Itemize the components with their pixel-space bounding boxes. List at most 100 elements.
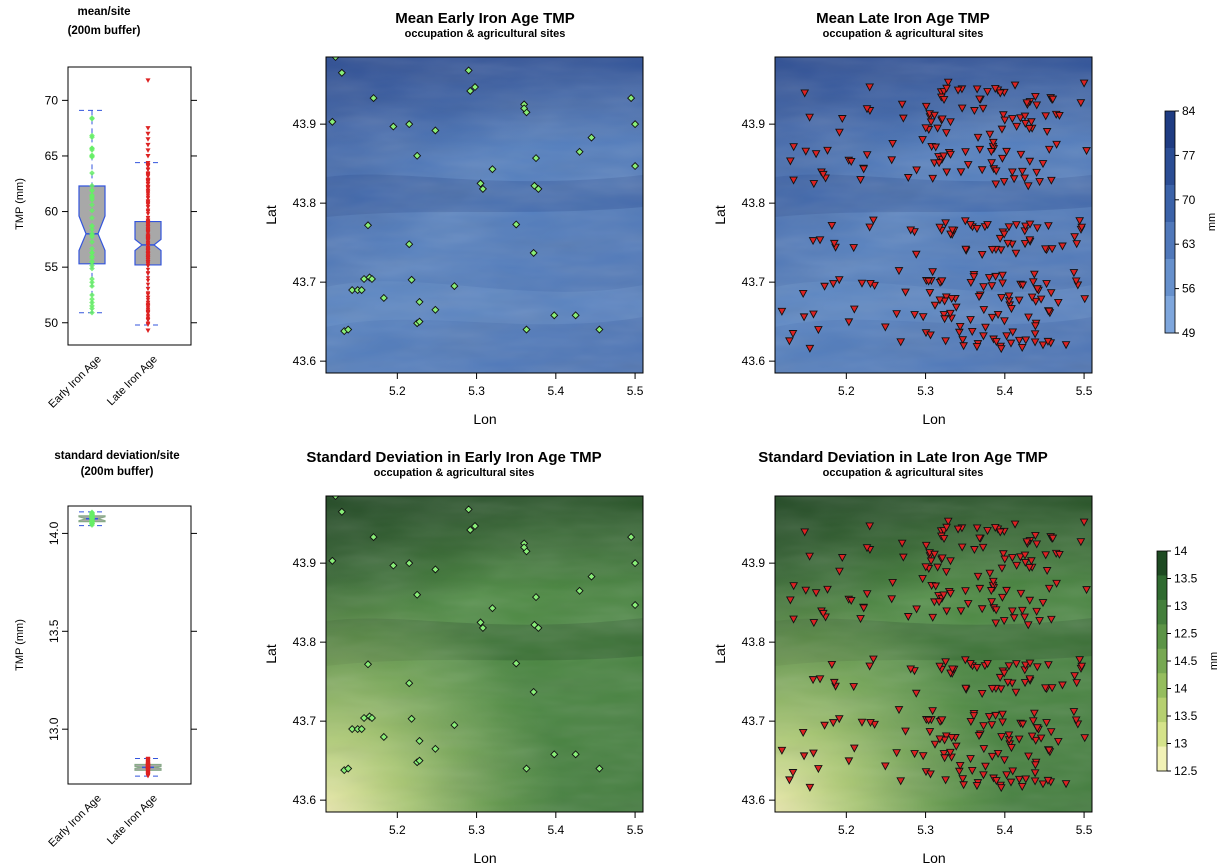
raster-hillshade — [775, 496, 1092, 812]
site-marker — [857, 279, 867, 288]
site-marker — [978, 543, 988, 552]
y-tick-label: 43.6 — [293, 354, 317, 368]
site-marker — [896, 777, 906, 786]
site-marker — [988, 577, 998, 586]
site-marker — [1069, 708, 1079, 717]
data-point — [89, 276, 95, 282]
site-marker — [811, 150, 821, 159]
x-tick-label: 5.3 — [917, 823, 934, 837]
box-panel-title: mean/site — [77, 6, 130, 18]
site-marker — [789, 176, 798, 185]
site-marker — [849, 744, 859, 753]
site-marker — [1008, 767, 1018, 776]
site-marker — [859, 165, 869, 174]
site-marker — [1046, 289, 1056, 298]
data-point — [89, 249, 95, 256]
site-marker — [1007, 168, 1017, 177]
site-marker — [1077, 662, 1087, 671]
site-marker — [1047, 684, 1057, 693]
x-category-label: Late Iron Age — [105, 792, 160, 847]
site-marker — [997, 564, 1007, 573]
site-marker — [431, 744, 440, 753]
site-marker — [1025, 659, 1035, 668]
site-marker — [998, 154, 1007, 163]
data-point — [145, 174, 151, 179]
y-tick-label: 43.7 — [293, 714, 317, 728]
site-marker — [1000, 317, 1009, 326]
site-marker — [1004, 223, 1014, 232]
site-marker — [1055, 550, 1064, 559]
site-marker — [1021, 775, 1031, 784]
site-marker — [998, 279, 1007, 288]
site-marker — [869, 216, 878, 225]
map-subtitle: occupation & agricultural sites — [405, 28, 566, 40]
site-marker — [1070, 233, 1079, 242]
site-marker — [1025, 124, 1034, 133]
site-marker — [961, 684, 971, 693]
data-point — [89, 207, 95, 214]
site-marker — [947, 295, 957, 304]
site-marker — [926, 118, 936, 127]
site-marker — [431, 565, 440, 574]
y-tick-label: 43.7 — [742, 714, 766, 728]
y-tick-label: 43.7 — [293, 275, 317, 289]
site-marker — [1011, 249, 1021, 258]
site-marker — [939, 591, 948, 600]
site-marker — [947, 734, 957, 743]
site-marker — [627, 94, 636, 103]
site-marker — [972, 663, 982, 672]
site-marker — [931, 143, 941, 152]
x-tick-label: 5.5 — [627, 384, 644, 398]
map-title: Mean Early Iron Age TMP — [395, 10, 574, 27]
site-marker — [948, 226, 957, 235]
data-point — [145, 244, 151, 249]
raster-hillshade — [326, 57, 643, 373]
data-point — [89, 265, 95, 272]
x-axis-label: Lon — [922, 411, 945, 427]
site-marker — [844, 318, 854, 327]
site-marker — [331, 496, 340, 501]
site-marker — [1032, 168, 1041, 177]
site-marker — [912, 166, 921, 175]
site-marker — [1031, 531, 1040, 540]
box-late-iron-age — [134, 78, 162, 334]
site-marker — [930, 740, 940, 749]
map-subtitle: occupation & agricultural sites — [823, 28, 984, 40]
site-marker — [1003, 678, 1013, 687]
map-title: Mean Late Iron Age TMP — [816, 10, 990, 27]
colorbar-unit: mm — [1206, 213, 1218, 231]
site-marker — [1018, 720, 1028, 729]
site-marker — [1002, 332, 1011, 341]
site-marker — [369, 94, 378, 103]
y-tick-label: 70 — [45, 93, 59, 107]
y-tick-label: 43.9 — [742, 117, 766, 131]
site-marker — [941, 293, 951, 302]
site-marker — [1041, 551, 1051, 560]
site-marker — [834, 276, 844, 285]
site-marker — [1007, 744, 1016, 753]
site-marker — [357, 725, 366, 734]
box-panel-title: standard deviation/site — [54, 450, 179, 462]
map-frame — [325, 495, 644, 813]
site-marker — [946, 557, 955, 566]
site-marker — [450, 282, 459, 291]
site-marker — [379, 732, 388, 741]
site-marker — [788, 769, 798, 778]
site-marker — [846, 597, 856, 606]
data-point — [89, 115, 95, 121]
site-marker — [910, 311, 919, 320]
site-marker — [1038, 341, 1048, 350]
data-point — [145, 179, 151, 184]
site-marker — [1025, 157, 1035, 166]
site-marker — [941, 658, 950, 667]
site-marker — [956, 168, 966, 177]
data-point — [89, 239, 95, 245]
site-marker — [814, 326, 823, 335]
site-marker — [1058, 681, 1067, 690]
site-marker — [1041, 684, 1050, 693]
map-panel-mean-late: Mean Late Iron Age TMP occupation & agri… — [712, 10, 1093, 427]
data-point — [145, 196, 151, 201]
site-marker — [1022, 99, 1032, 108]
site-marker — [1012, 561, 1021, 570]
box-panel-subtitle: (200m buffer) — [68, 25, 141, 37]
